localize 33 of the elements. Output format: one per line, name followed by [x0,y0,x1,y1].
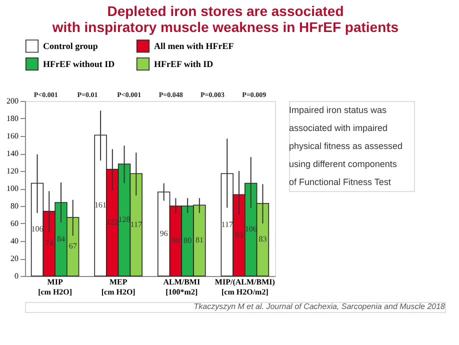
y-tick-label: 100 [6,184,18,193]
y-tick-label: 40 [10,236,18,246]
y-tick-label: 180 [6,114,18,123]
y-tick-label: 60 [10,219,18,228]
data-label: 67 [68,242,77,251]
chart-title: Depleted iron stores are associated with inspiratory muscle weakness in HFrEF patients [51,3,399,35]
data-label: 161 [94,200,107,210]
text: Tkaczyszyn M et al. Journal of Cachexia, Sarcopenia and Muscle 2018 [194,302,446,311]
y-tick-label: 160 [6,132,18,140]
legend-label: Control group [43,41,98,52]
x-tick-label: MIP [cm H2O] [38,278,72,296]
data-label: 83 [258,234,267,244]
y-tick-label: 140 [6,149,18,158]
x-tick-label: MEP [cm H2O] [101,278,136,296]
text: Impaired iron status was associated with impaired physical fitness as assessed using different components of Functional Fitness Test [289,105,403,187]
y-tick-label: 20 [10,254,18,263]
x-tick-label: ALM/BMI [100*m2] [163,278,200,296]
y-tick-label: 120 [6,166,18,176]
legend-label: HFrEF without ID [43,59,116,69]
y-tick-label: 0 [14,272,18,280]
y-tick-label: 80 [10,202,18,210]
data-label: 80 [172,236,180,245]
data-label: 81 [195,236,204,245]
legend-label: All men with HFrEF [154,41,234,52]
data-label: 80 [184,236,192,245]
data-label: 96 [160,229,168,238]
data-label: 122 [106,218,118,227]
data-label: 74 [45,238,54,248]
data-label: 93 [235,230,244,240]
y-tick-label: 200 [6,96,18,106]
legend-label: HFrEF with ID [154,59,214,69]
data-label: 84 [56,234,65,244]
x-tick-label: MIP/(ALM/BMI) [cm H2O/m2] [214,278,276,296]
